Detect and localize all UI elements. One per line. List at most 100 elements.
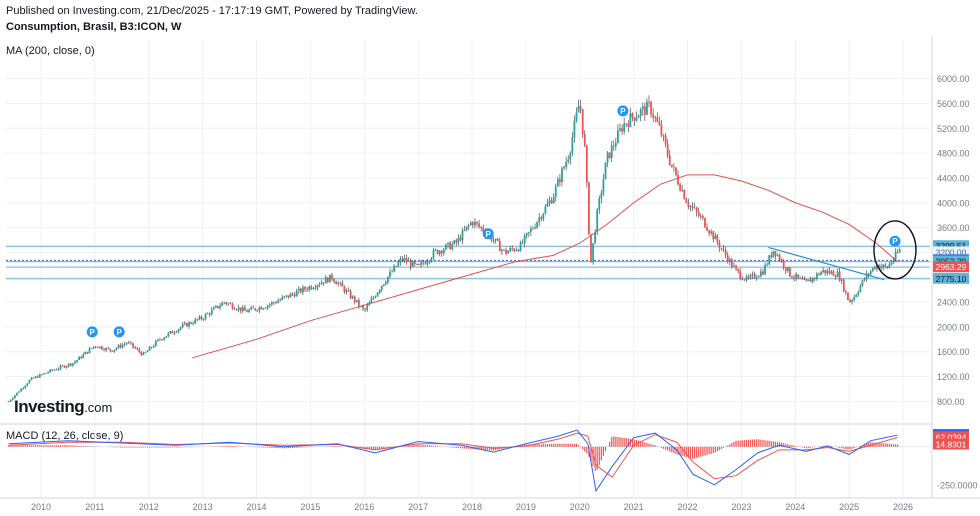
candle-body: [74, 361, 76, 364]
candle-body: [270, 302, 273, 305]
candle-body: [807, 279, 810, 281]
x-tick-label: 2024: [785, 502, 805, 512]
candle-body: [534, 227, 536, 229]
candle-body: [805, 279, 808, 281]
candle-body: [581, 109, 584, 135]
p-marker-label: P: [116, 328, 122, 337]
candle-body: [602, 179, 605, 193]
y-tick-label: 3600.00: [937, 223, 970, 233]
candle-body: [34, 376, 37, 379]
y-tick-label: 5200.00: [937, 124, 970, 134]
candle-body: [660, 124, 663, 136]
candle-body: [241, 307, 244, 312]
candle-body: [815, 273, 818, 279]
markers: P P P P P: [86, 105, 917, 338]
candle-body: [252, 307, 255, 309]
x-tick-label: 2018: [462, 502, 482, 512]
candle-body: [838, 271, 841, 281]
candle-body: [121, 344, 124, 348]
candle-body: [24, 385, 27, 388]
candle-body: [407, 260, 410, 263]
candle-body: [53, 369, 56, 371]
y-tick-label: 2000.00: [937, 322, 970, 332]
macd-value-label-bg: [933, 438, 969, 450]
candle-body: [898, 249, 901, 253]
candle-body: [811, 277, 814, 282]
price-labels: 3299.513200.003071.623052.392963.292775.…: [933, 240, 969, 450]
ma-legend: MA (200, close, 0): [6, 45, 95, 57]
candle-body: [167, 333, 170, 337]
candle-body: [20, 388, 23, 392]
candle-body: [428, 261, 431, 262]
candle-body: [413, 261, 416, 264]
candle-body: [283, 296, 286, 298]
candle-body: [103, 349, 105, 351]
candle-body: [722, 248, 725, 250]
candle-body: [163, 337, 166, 340]
y-tick-label: 4000.00: [937, 198, 970, 208]
candle-body: [9, 399, 12, 402]
candle-body: [63, 365, 66, 368]
annotation-circle: [873, 220, 917, 280]
candle-body: [623, 123, 626, 132]
candle-body: [627, 124, 630, 127]
candle-body: [295, 291, 298, 297]
candle-body: [500, 249, 503, 252]
candle-body: [565, 161, 568, 167]
candle-body: [540, 217, 543, 220]
y-tick-label: 800.00: [937, 397, 965, 407]
candle-body: [333, 279, 335, 282]
candle-body: [422, 262, 425, 264]
candle-body: [818, 273, 820, 275]
candle-body: [556, 179, 559, 187]
candle-body: [59, 365, 62, 369]
candle-body: [780, 260, 783, 261]
candle-body: [757, 276, 760, 278]
candle-body: [755, 277, 758, 279]
candle-body: [445, 244, 447, 250]
candle-body: [399, 258, 402, 263]
candle-body: [529, 228, 532, 232]
candle-body: [751, 273, 754, 276]
candle-body: [880, 266, 882, 269]
candle-body: [670, 164, 673, 167]
candle-body: [248, 309, 250, 313]
candle-body: [302, 287, 304, 293]
candle-body: [693, 207, 696, 209]
candle-body: [492, 240, 495, 242]
candle-body: [312, 288, 315, 289]
candle-body: [567, 159, 570, 162]
candle-body: [650, 102, 652, 115]
candle-body: [416, 263, 418, 265]
candle-body: [432, 250, 435, 259]
candle-body: [890, 262, 893, 265]
candle-body: [152, 346, 155, 348]
candle-body: [467, 225, 470, 227]
candle-body: [326, 277, 329, 283]
candle-body: [146, 350, 149, 353]
candle-body: [364, 308, 367, 310]
candle-body: [94, 346, 97, 348]
candle-body: [183, 323, 186, 325]
macd-value-label: 62.0394: [936, 432, 967, 442]
candle-body: [465, 226, 468, 230]
candle-body: [90, 348, 93, 350]
p-marker-label: P: [486, 230, 492, 239]
candle-body: [235, 309, 238, 311]
candle-body: [447, 242, 449, 245]
candle-body: [223, 302, 226, 304]
candle-body: [304, 287, 306, 290]
candle-body: [26, 383, 29, 386]
logo-domain: .com: [84, 400, 113, 415]
candle-body: [853, 296, 856, 301]
candle-body: [165, 336, 168, 338]
candle-body: [544, 206, 547, 214]
candle-body: [656, 117, 659, 122]
candle-body: [894, 252, 897, 260]
candle-body: [610, 145, 613, 158]
candle-body: [306, 289, 308, 291]
candle-body: [712, 231, 715, 240]
candle-body: [884, 264, 887, 267]
candle-body: [772, 251, 775, 258]
